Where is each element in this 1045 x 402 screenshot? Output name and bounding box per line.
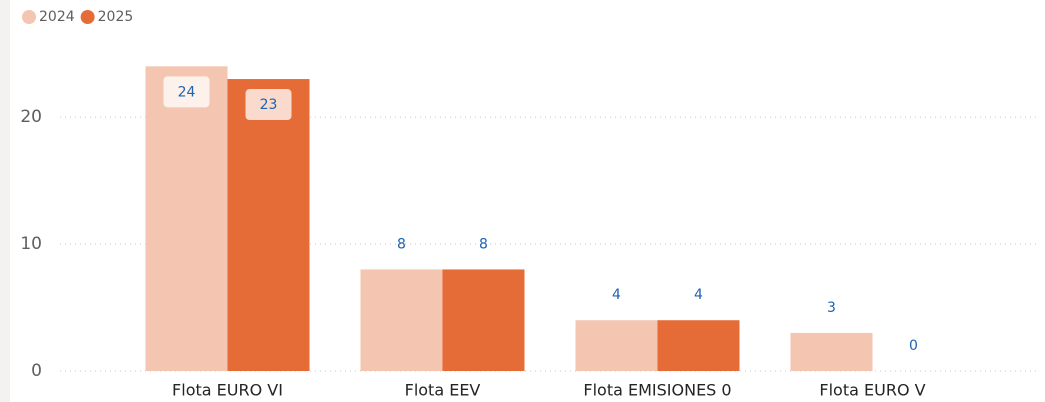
y-tick-label: 0 xyxy=(31,361,42,381)
legend-swatch xyxy=(80,10,95,24)
bar xyxy=(360,269,443,371)
value-label: 3 xyxy=(827,300,836,316)
bar xyxy=(657,320,740,371)
value-label-box xyxy=(245,89,292,121)
x-tick-label: Flota EMISIONES 0 xyxy=(583,381,731,400)
legend-label: 2024 xyxy=(39,9,75,25)
bar xyxy=(790,332,873,371)
legend-label: 2025 xyxy=(98,9,134,25)
x-tick-label: Flota EURO VI xyxy=(172,381,283,400)
value-label: 24 xyxy=(178,84,196,100)
y-tick-label: 10 xyxy=(20,234,42,254)
value-label: 4 xyxy=(612,287,621,303)
bar xyxy=(575,320,658,371)
bar xyxy=(442,269,525,371)
side-strip xyxy=(0,0,10,402)
y-tick-label: 20 xyxy=(20,107,42,127)
value-label: 8 xyxy=(479,236,488,252)
legend-swatch xyxy=(22,10,36,24)
bar xyxy=(145,66,228,372)
value-label-box xyxy=(163,76,210,108)
bar xyxy=(227,79,310,371)
value-label: 4 xyxy=(694,287,703,303)
x-tick-label: Flota EEV xyxy=(405,381,481,400)
value-label: 8 xyxy=(397,236,406,252)
value-label: 23 xyxy=(260,97,278,113)
value-label: 0 xyxy=(909,338,918,354)
x-tick-label: Flota EURO V xyxy=(819,381,925,400)
